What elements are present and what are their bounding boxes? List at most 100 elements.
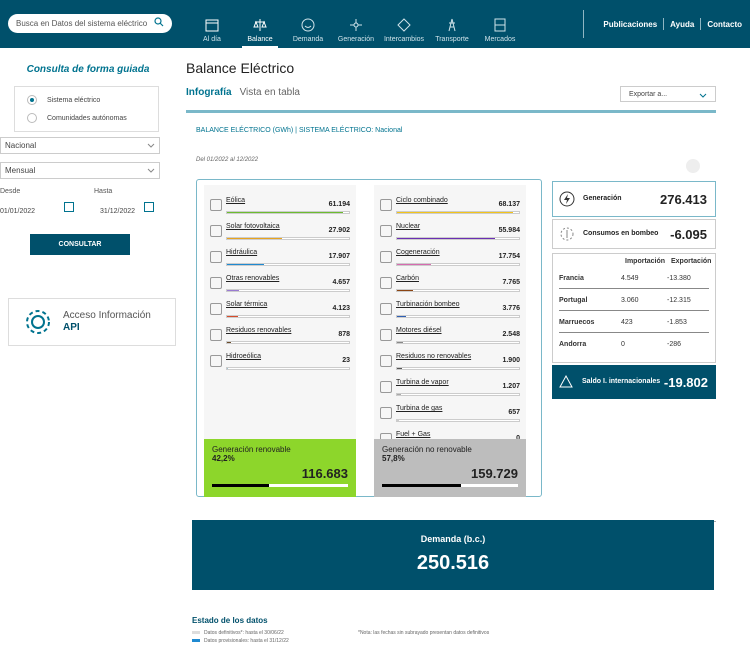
source-row[interactable]: Cogeneración 17.754 [374,245,526,275]
source-bar [396,237,520,240]
api-access-link[interactable]: Acceso Información API [8,298,176,346]
tab-infografia[interactable]: Infografía [186,87,232,98]
source-row[interactable]: Solar fotovoltaica 27.902 [204,219,356,249]
source-bar [396,367,520,370]
top-links: Publicaciones Ayuda Contacto [603,18,742,30]
search-icon[interactable] [154,17,164,27]
search-input[interactable]: Busca en Datos del sistema eléctrico [8,14,172,33]
source-row[interactable]: Otras renovables 4.657 [204,271,356,301]
calendar-icon [205,19,219,32]
nav-balance[interactable]: Balance [236,0,284,48]
saldo-label: Saldo I. internacionales [582,378,661,385]
source-name[interactable]: Otras renovables [226,275,280,282]
nav-label: Intercambios [383,36,425,43]
nav-intercambios[interactable]: Intercambios [380,0,428,48]
source-row[interactable]: Residuos no renovables 1.900 [374,349,526,379]
source-name[interactable]: Nuclear [396,223,421,230]
summary-bar [382,484,518,487]
sidebar-title: Consulta de forma guiada [26,64,150,75]
from-date[interactable]: 01/01/2022 [0,208,36,215]
source-name[interactable]: Ciclo combinado [396,197,448,204]
source-value: 4.657 [332,279,350,286]
source-icon [210,225,222,237]
status-note: *Nota: las fechas sin subrayado presenta… [358,630,490,636]
radio-sistema[interactable]: Sistema eléctrico [15,91,158,109]
source-row[interactable]: Residuos renovables 878 [204,323,356,353]
source-bar [226,315,350,318]
nav-generacion[interactable]: Generación [332,0,380,48]
radio-comunidades[interactable]: Comunidades autónomas [15,109,158,127]
source-icon [380,303,392,315]
nav-al-dia[interactable]: Al día [188,0,236,48]
source-name[interactable]: Solar fotovoltaica [226,223,280,230]
source-row[interactable]: Turbina de vapor 1.207 [374,375,526,405]
nav-label: Demanda [292,36,324,43]
source-icon [380,329,392,341]
exchange-icon [559,374,573,388]
source-value: 17.907 [328,253,350,260]
to-date[interactable]: 31/12/2022 [100,208,136,215]
scope-select[interactable]: Nacional [0,137,160,154]
source-name[interactable]: Residuos renovables [226,327,292,334]
source-name[interactable]: Cogeneración [396,249,440,256]
table-row: Andorra 0 -286 [559,341,682,348]
source-name[interactable]: Motores diésel [396,327,442,334]
source-icon [380,199,392,211]
demand-label: Demanda (b.c.) [420,534,486,544]
link-publicaciones[interactable]: Publicaciones [603,19,658,29]
tab-vista-tabla[interactable]: Vista en tabla [239,87,300,98]
view-tabs: Infografía Vista en tabla [186,87,300,98]
source-row[interactable]: Turbinación bombeo 3.776 [374,297,526,327]
saldo-box: Saldo I. internacionales -19.802 [552,365,716,399]
data-status: Estado de los datos Datos definitivos*: … [192,616,489,644]
source-bar [396,341,520,344]
nav-mercados[interactable]: Mercados [476,0,524,48]
link-ayuda[interactable]: Ayuda [670,19,695,29]
calendar-icon[interactable] [144,202,154,212]
consult-button[interactable]: CONSULTAR [30,234,130,255]
summary-pct: 57,8% [382,454,405,463]
source-row[interactable]: Nuclear 55.984 [374,219,526,249]
source-bar [226,289,350,292]
source-name[interactable]: Residuos no renovables [396,353,472,360]
demand-box: Demanda (b.c.) 250.516 [192,520,714,590]
source-bar [396,419,520,422]
nav-transporte[interactable]: Transporte [428,0,476,48]
source-row[interactable]: Ciclo combinado 68.137 [374,193,526,223]
source-row[interactable]: Eólica 61.194 [204,193,356,223]
source-name[interactable]: Eólica [226,197,246,204]
source-name[interactable]: Hidroeólica [226,353,262,360]
summary-pct: 42,2% [212,454,235,463]
source-row[interactable]: Hidráulica 17.907 [204,245,356,275]
source-name[interactable]: Turbinación bombeo [396,301,460,308]
source-name[interactable]: Carbón [396,275,419,282]
export-select[interactable]: Exportar a... [620,86,716,102]
source-name[interactable]: Fuel + Gas [396,431,431,438]
source-row[interactable]: Motores diésel 2.548 [374,323,526,353]
to-label: Hasta [94,188,113,195]
nonrenewable-summary: Generación no renovable 57,8% 159.729 [374,439,526,497]
period-select[interactable]: Mensual [0,162,160,179]
generation-icon [350,19,362,31]
source-row[interactable]: Solar térmica 4.123 [204,297,356,327]
source-row[interactable]: Hidroeólica 23 [204,349,356,379]
link-contacto[interactable]: Contacto [707,19,742,29]
source-value: 17.754 [498,253,520,260]
attach-icon[interactable] [686,159,700,173]
source-row[interactable]: Carbón 7.765 [374,271,526,301]
demand-icon [301,18,315,32]
panel-title: BALANCE ELÉCTRICO (GWh) | SISTEMA ELÉCTR… [196,127,403,134]
source-name[interactable]: Solar térmica [226,301,268,308]
calendar-icon[interactable] [64,202,74,212]
radio-icon[interactable] [27,113,37,123]
main-content: Balance Eléctrico Infografía Vista en ta… [176,48,750,650]
header-import: Importación [625,258,666,265]
source-name[interactable]: Hidráulica [226,249,258,256]
nav-demanda[interactable]: Demanda [284,0,332,48]
export-label: Exportar a... [629,90,668,98]
source-row[interactable]: Turbina de gas 657 [374,401,526,431]
source-name[interactable]: Turbina de vapor [396,379,449,386]
source-name[interactable]: Turbina de gas [396,405,443,412]
table-row: Portugal 3.060 -12.315 [559,294,709,311]
radio-selected-icon[interactable] [27,95,37,105]
